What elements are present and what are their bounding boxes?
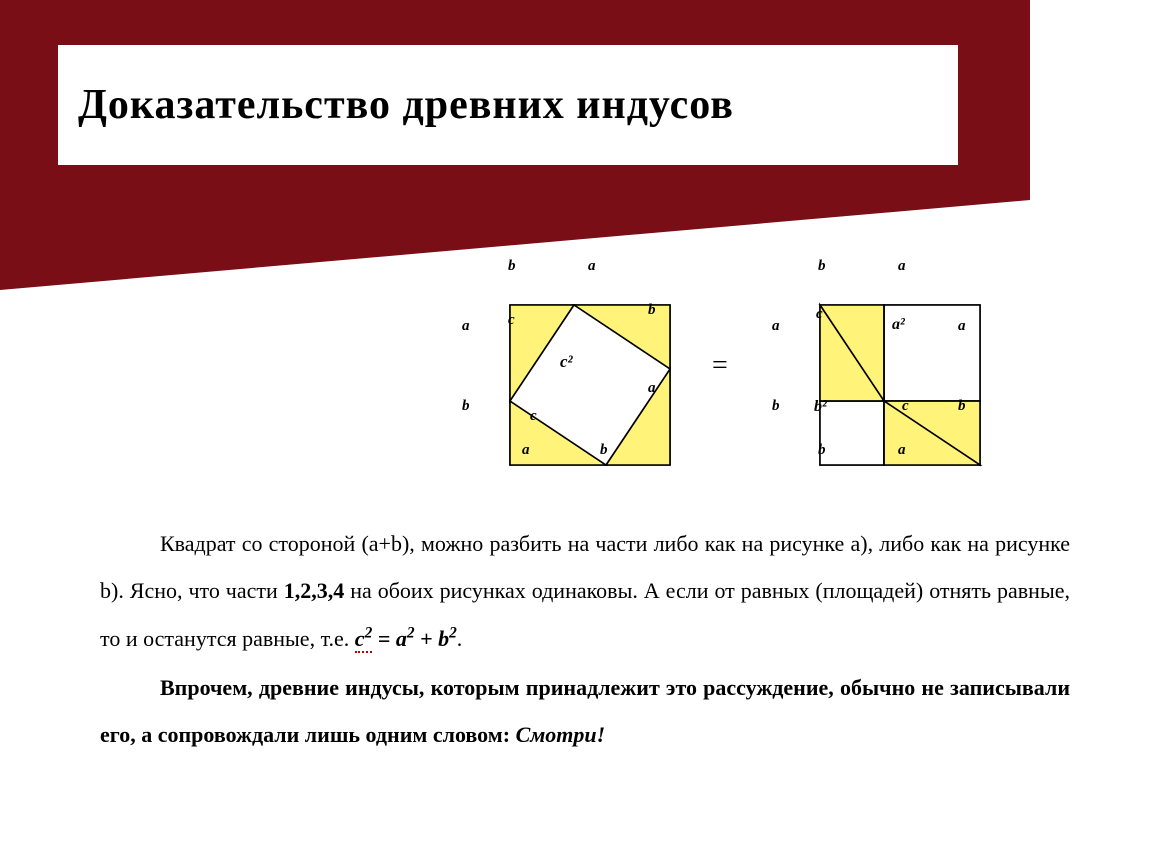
title-text: Доказательство древних индусов bbox=[78, 81, 734, 129]
p1-bold: 1,2,3,4 bbox=[284, 578, 345, 603]
lbl-left-c-br: c bbox=[530, 408, 537, 425]
lbl-right-c-tl: c bbox=[816, 306, 823, 323]
lbl-right-c-br: c bbox=[902, 398, 909, 415]
title-box: Доказательство древних индусов bbox=[58, 45, 958, 165]
lbl-left-left-a: a bbox=[462, 318, 470, 335]
lbl-right-bot-b: b bbox=[818, 442, 826, 459]
lbl-left-c-tl: c bbox=[508, 312, 515, 329]
lbl-left-c2: c² bbox=[560, 352, 573, 372]
lbl-right-top-b: b bbox=[818, 258, 826, 275]
lbl-left-top-b: b bbox=[508, 258, 516, 275]
lbl-right-left-b: b bbox=[772, 398, 780, 415]
paragraph-1: Квадрат со стороной (a+b), можно разбить… bbox=[100, 520, 1070, 662]
diagram-row: b a b a a b a b c c c² = b a a b b a a b… bbox=[480, 280, 1120, 485]
lbl-left-bot-a: a bbox=[522, 442, 530, 459]
lbl-left-left-b: b bbox=[462, 398, 470, 415]
lbl-left-top-a: a bbox=[588, 258, 596, 275]
lbl-right-left-a: a bbox=[772, 318, 780, 335]
body-text: Квадрат со стороной (a+b), можно разбить… bbox=[100, 520, 1070, 760]
lbl-right-b2: b² bbox=[814, 398, 827, 416]
lbl-right-bot-a: a bbox=[898, 442, 906, 459]
lbl-left-right-b: b bbox=[648, 302, 656, 319]
paragraph-2: Впрочем, древние индусы, которым принадл… bbox=[100, 664, 1070, 759]
lbl-right-top-a: a bbox=[898, 258, 906, 275]
diagram-left-square bbox=[480, 280, 700, 485]
lbl-left-right-a: a bbox=[648, 380, 656, 397]
lbl-right-right-b: b bbox=[958, 398, 966, 415]
lbl-left-bot-b: b bbox=[600, 442, 608, 459]
equals-sign: = bbox=[712, 350, 728, 382]
p2-final: Смотри! bbox=[516, 722, 606, 747]
formula: с2 = a2 + b2 bbox=[355, 626, 457, 651]
lbl-right-right-a: a bbox=[958, 318, 966, 335]
lbl-right-a2: a² bbox=[892, 316, 905, 334]
